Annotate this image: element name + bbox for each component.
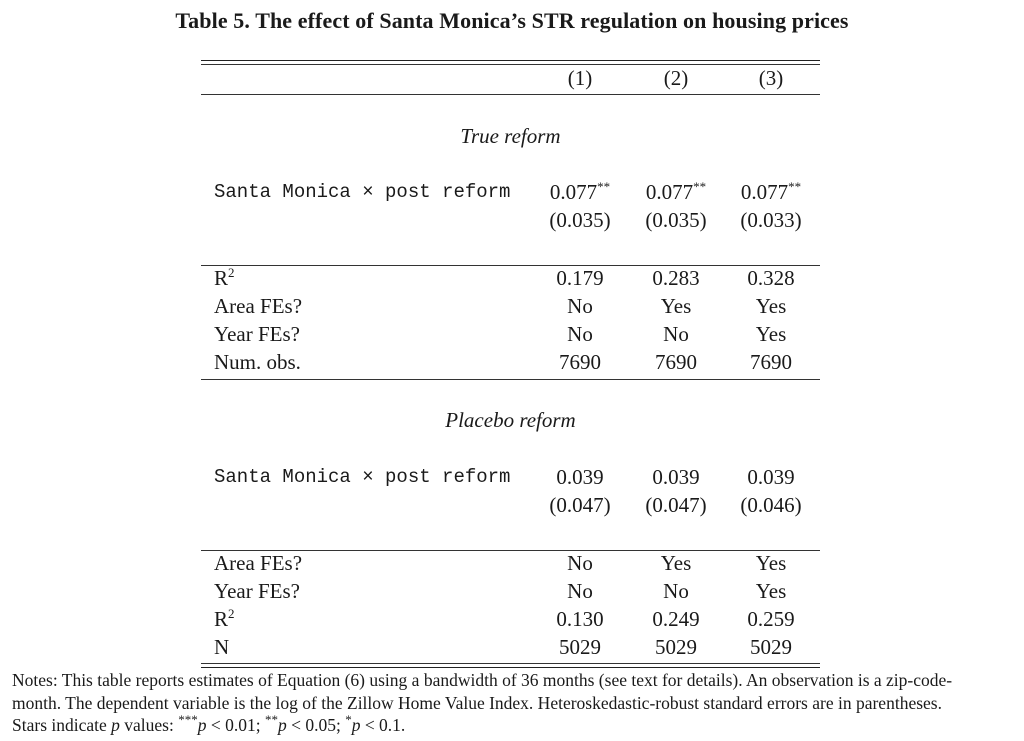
stat-label: Area FEs? <box>214 551 303 575</box>
column-header-2: (2) <box>663 66 689 90</box>
stat-label: Num. obs. <box>214 350 301 374</box>
stat-value-3: Yes <box>755 294 787 318</box>
notes-line-2: month. The dependent variable is the log… <box>12 692 942 713</box>
stat-row: R2 0.179 0.283 0.328 <box>201 264 820 292</box>
notes-line-3: Stars indicate p values: ***p < 0.01; **… <box>12 712 406 735</box>
coef-estimate-3: 0.039 <box>747 465 795 489</box>
stat-value-2: 5029 <box>655 635 697 659</box>
std-error-row: (0.035) (0.035) (0.033) <box>201 206 820 234</box>
stat-value-1: 5029 <box>559 635 601 659</box>
stat-value-3: 5029 <box>750 635 792 659</box>
stat-value-2: 0.283 <box>652 266 700 290</box>
panel-heading-placebo-reform: Placebo reform <box>445 408 576 432</box>
stat-label: Area FEs? <box>214 294 303 318</box>
coef-label: Santa Monica × post reform <box>214 181 511 203</box>
stat-label: Year FEs? <box>214 579 300 603</box>
stat-value-2: Yes <box>660 294 692 318</box>
stat-label: R2 <box>214 265 235 290</box>
header-rule <box>201 94 820 95</box>
column-header-1: (1) <box>567 66 593 90</box>
stat-value-3: Yes <box>755 322 787 346</box>
std-error-row: (0.047) (0.047) (0.046) <box>201 491 820 519</box>
coef-estimate-1: 0.039 <box>556 465 604 489</box>
stat-value-1: No <box>567 579 593 603</box>
bottom-rule <box>201 667 820 668</box>
stat-value-3: Yes <box>755 551 787 575</box>
notes-line-1: Notes: This table reports estimates of E… <box>12 670 953 690</box>
stat-value-1: No <box>567 294 593 318</box>
stat-value-2: No <box>663 579 689 603</box>
coef-label: Santa Monica × post reform <box>214 466 511 488</box>
top-rule-inner <box>201 64 820 65</box>
stats-rule <box>201 550 820 551</box>
stat-value-3: Yes <box>755 579 787 603</box>
stat-value-2: 7690 <box>655 350 697 374</box>
stat-value-3: 0.328 <box>747 266 795 290</box>
stat-label: R2 <box>214 606 235 631</box>
column-header-3: (3) <box>758 66 784 90</box>
coef-row: Santa Monica × post reform 0.039 0.039 0… <box>201 463 820 491</box>
coef-estimate-3: 0.077** <box>740 179 802 204</box>
std-error-2: (0.035) <box>645 208 707 232</box>
stat-row: Year FEs? No No Yes <box>201 577 820 605</box>
stat-row: Year FEs? No No Yes <box>201 320 820 348</box>
std-error-2: (0.047) <box>645 493 707 517</box>
panel-a-bottom-rule <box>201 379 820 380</box>
top-rule <box>201 60 820 61</box>
stat-value-1: 0.179 <box>556 266 604 290</box>
stat-value-3: 7690 <box>750 350 792 374</box>
stat-value-2: Yes <box>660 551 692 575</box>
stat-value-3: 0.259 <box>747 607 795 631</box>
stat-row: N 5029 5029 5029 <box>201 633 820 661</box>
stat-value-1: No <box>567 322 593 346</box>
table-title: Table 5. The effect of Santa Monica’s ST… <box>175 8 849 33</box>
coef-estimate-2: 0.077** <box>645 179 707 204</box>
stat-label: N <box>214 635 230 659</box>
std-error-3: (0.046) <box>740 493 802 517</box>
stat-value-1: No <box>567 551 593 575</box>
stat-row: Area FEs? No Yes Yes <box>201 292 820 320</box>
stat-value-2: No <box>663 322 689 346</box>
stat-row: Area FEs? No Yes Yes <box>201 549 820 577</box>
stat-value-2: 0.249 <box>652 607 700 631</box>
stat-value-1: 0.130 <box>556 607 604 631</box>
column-header-row: (1) (2) (3) <box>201 64 820 92</box>
bottom-rule-inner <box>201 663 820 664</box>
stats-rule <box>201 265 820 266</box>
stat-row: R2 0.130 0.249 0.259 <box>201 605 820 633</box>
coef-estimate-1: 0.077** <box>549 179 611 204</box>
std-error-1: (0.035) <box>549 208 611 232</box>
stat-value-1: 7690 <box>559 350 601 374</box>
stat-row: Num. obs. 7690 7690 7690 <box>201 348 820 376</box>
stat-label: Year FEs? <box>214 322 300 346</box>
std-error-3: (0.033) <box>740 208 802 232</box>
panel-heading-true-reform: True reform <box>460 124 561 148</box>
std-error-1: (0.047) <box>549 493 611 517</box>
coef-estimate-2: 0.039 <box>652 465 700 489</box>
table-notes: Notes: This table reports estimates of E… <box>12 669 1016 737</box>
coef-row: Santa Monica × post reform 0.077** 0.077… <box>201 178 820 206</box>
